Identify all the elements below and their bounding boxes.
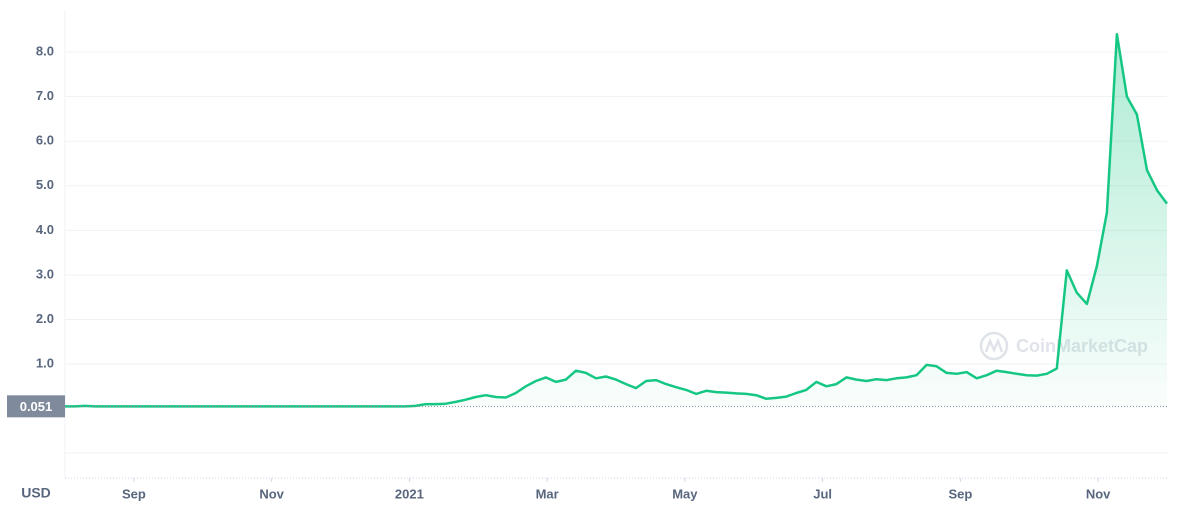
x-tick-label: Mar bbox=[536, 486, 559, 501]
current-price-badge bbox=[7, 395, 65, 418]
price-area bbox=[65, 34, 1167, 409]
y-tick-label: 6.0 bbox=[36, 133, 54, 148]
y-tick-label: 8.0 bbox=[36, 44, 54, 59]
x-tick-label: Nov bbox=[1086, 486, 1111, 501]
y-tick-label: 7.0 bbox=[36, 88, 54, 103]
x-tick-label: 2021 bbox=[395, 486, 424, 501]
x-tick-label: May bbox=[672, 486, 698, 501]
current-price-label: 0.051 bbox=[20, 399, 53, 414]
y-tick-label: 5.0 bbox=[36, 177, 54, 192]
x-tick-label: Jul bbox=[813, 486, 832, 501]
y-tick-label: 4.0 bbox=[36, 222, 54, 237]
x-tick-label: Nov bbox=[259, 486, 284, 501]
x-tick-label: Sep bbox=[948, 486, 972, 501]
x-tick-label: Sep bbox=[122, 486, 146, 501]
y-tick-label: 1.0 bbox=[36, 355, 54, 370]
y-tick-label: 3.0 bbox=[36, 266, 54, 281]
y-unit-label: USD bbox=[21, 485, 51, 501]
y-tick-label: 2.0 bbox=[36, 311, 54, 326]
